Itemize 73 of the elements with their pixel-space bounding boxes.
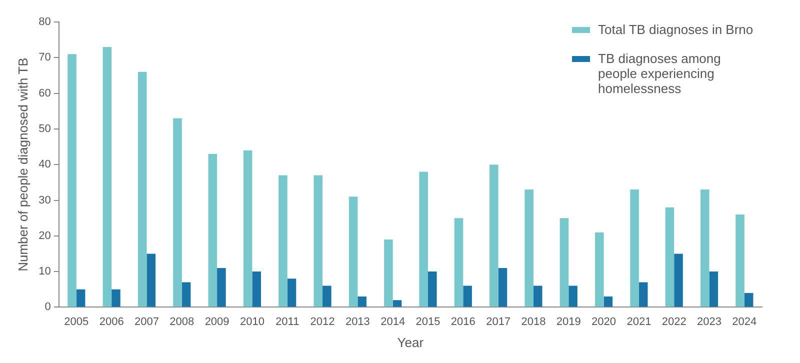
bar xyxy=(278,175,288,307)
x-tick-label: 2005 xyxy=(64,316,89,328)
bar xyxy=(322,286,332,307)
x-axis-title: Year xyxy=(397,334,424,350)
bar xyxy=(146,254,156,307)
bar xyxy=(348,196,358,307)
x-tick-label: 2014 xyxy=(380,316,406,328)
bar xyxy=(533,286,542,307)
x-tick-label: 2007 xyxy=(134,316,159,328)
y-axis-title: Number of people diagnosed with TB xyxy=(15,58,30,272)
legend-label: Total TB diagnoses in Brno xyxy=(598,22,754,37)
bar xyxy=(665,207,674,307)
x-tick-label: 2017 xyxy=(486,316,511,328)
bar xyxy=(314,175,323,307)
bar xyxy=(674,254,683,307)
x-tick-label: 2012 xyxy=(310,316,335,328)
y-tick-label: 60 xyxy=(38,87,51,100)
x-tick-label: 2015 xyxy=(416,316,440,328)
bar xyxy=(76,289,86,307)
x-tick-label: 2023 xyxy=(697,316,722,328)
bar xyxy=(217,268,226,307)
bar xyxy=(173,118,182,307)
bar xyxy=(630,190,639,307)
bar xyxy=(384,239,393,307)
bar xyxy=(709,272,718,307)
y-tick-label: 10 xyxy=(38,266,51,278)
bar xyxy=(287,278,296,307)
x-tick-label: 2019 xyxy=(556,316,581,328)
y-tick-label: 70 xyxy=(38,52,51,64)
bar xyxy=(112,289,120,307)
bar xyxy=(736,214,744,307)
bar xyxy=(595,232,604,307)
bar xyxy=(102,46,112,307)
x-tick-label: 2024 xyxy=(732,316,757,328)
bar xyxy=(604,296,613,307)
y-tick-label: 40 xyxy=(38,158,51,171)
x-tick-label: 2021 xyxy=(626,316,652,328)
x-tick-label: 2008 xyxy=(170,316,194,328)
bar xyxy=(454,218,464,307)
legend-label: TB diagnoses among people experiencing homelessness xyxy=(598,51,722,96)
bar xyxy=(700,190,710,307)
bar xyxy=(68,54,76,307)
x-tick-label: 2009 xyxy=(204,316,230,328)
bar xyxy=(568,286,578,307)
y-tick-label: 20 xyxy=(38,230,51,242)
y-tick-label: 30 xyxy=(38,194,51,206)
bar xyxy=(182,282,191,307)
x-tick-label: 2016 xyxy=(450,316,476,328)
x-tick-label: 2013 xyxy=(345,316,370,328)
x-tick-label: 2006 xyxy=(99,316,124,328)
bar xyxy=(428,272,437,307)
y-tick-label: 50 xyxy=(38,122,51,135)
bar xyxy=(498,268,508,307)
bar xyxy=(392,300,402,307)
y-tick-label: 0 xyxy=(44,301,51,314)
bar xyxy=(138,72,147,307)
bar xyxy=(490,164,498,307)
bar xyxy=(638,282,648,307)
y-tick-label: 80 xyxy=(38,16,51,28)
bar xyxy=(560,218,569,307)
bar xyxy=(463,286,472,307)
x-tick-label: 2018 xyxy=(521,316,546,328)
bar xyxy=(358,296,366,307)
bar xyxy=(243,150,252,307)
x-tick-label: 2020 xyxy=(592,316,616,328)
bar xyxy=(419,172,428,307)
bar xyxy=(744,292,754,307)
x-tick-label: 2022 xyxy=(662,316,686,328)
x-tick-label: 2010 xyxy=(240,316,264,328)
x-tick-label: 2011 xyxy=(276,316,300,328)
bar xyxy=(252,272,261,307)
bar xyxy=(524,190,534,307)
bar xyxy=(208,154,218,307)
